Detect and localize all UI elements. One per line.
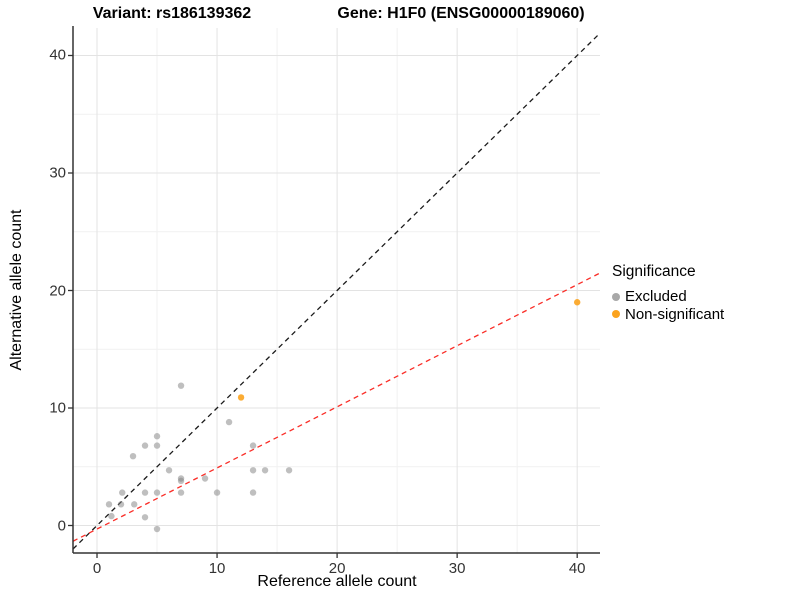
legend-key-dot: [612, 292, 620, 301]
data-point-excluded: [105, 501, 113, 508]
legend-key-dot: [612, 310, 620, 319]
data-point-excluded: [141, 442, 149, 449]
legend-item-label: Non-significant: [625, 305, 725, 323]
data-point-excluded: [177, 489, 185, 496]
data-point-excluded: [225, 418, 233, 426]
plot-title-variant: Variant: rs186139362: [92, 5, 252, 22]
y-tick-label: 0: [57, 517, 66, 534]
data-point-excluded: [153, 489, 161, 496]
data-point-excluded: [249, 467, 257, 474]
x-axis-title: Reference allele count: [257, 573, 417, 590]
plot-title-gene: Gene: H1F0 (ENSG00000189060): [337, 5, 585, 22]
legend: Significance Excluded Non-significant: [612, 263, 724, 323]
data-point-excluded: [261, 467, 269, 474]
data-point-excluded: [285, 467, 293, 474]
data-point-excluded: [177, 382, 185, 389]
data-point-excluded: [119, 489, 126, 496]
x-tick-label: 10: [208, 560, 226, 577]
x-tick-label: 40: [568, 560, 586, 577]
legend-item-label: Excluded: [625, 288, 687, 306]
data-point-excluded: [249, 442, 257, 449]
x-tick-label: 20: [328, 560, 346, 577]
y-tick-label: 30: [49, 164, 66, 182]
identity-line: [72, 32, 601, 550]
fit-line: [72, 272, 601, 542]
legend-title: Significance: [612, 263, 696, 280]
data-point-non-significant: [573, 299, 581, 306]
legend-item: Non-significant: [612, 306, 724, 324]
y-tick-label: 20: [49, 282, 66, 299]
legend-item: Excluded: [612, 288, 724, 306]
data-point-excluded: [141, 489, 149, 496]
data-point-excluded: [165, 467, 173, 474]
x-tick-label: 0: [92, 560, 102, 577]
data-point-excluded: [117, 501, 125, 508]
data-point-excluded: [177, 475, 185, 482]
y-tick-label: 40: [49, 46, 66, 64]
data-point-excluded: [153, 433, 161, 440]
data-point-excluded: [141, 514, 149, 521]
data-point-excluded: [153, 442, 161, 449]
data-point-non-significant: [237, 394, 245, 401]
data-point-excluded: [129, 452, 137, 460]
y-axis-title: Alternative allele count: [8, 209, 25, 371]
y-tick-label: 10: [49, 399, 66, 417]
legend-items: Excluded Non-significant: [612, 288, 724, 323]
x-tick-label: 30: [448, 560, 466, 577]
data-point-excluded: [201, 475, 209, 482]
data-point-excluded: [108, 512, 115, 520]
data-point-excluded: [213, 489, 221, 496]
data-point-excluded: [131, 501, 138, 508]
data-point-excluded: [153, 525, 161, 533]
data-point-excluded: [249, 489, 257, 496]
